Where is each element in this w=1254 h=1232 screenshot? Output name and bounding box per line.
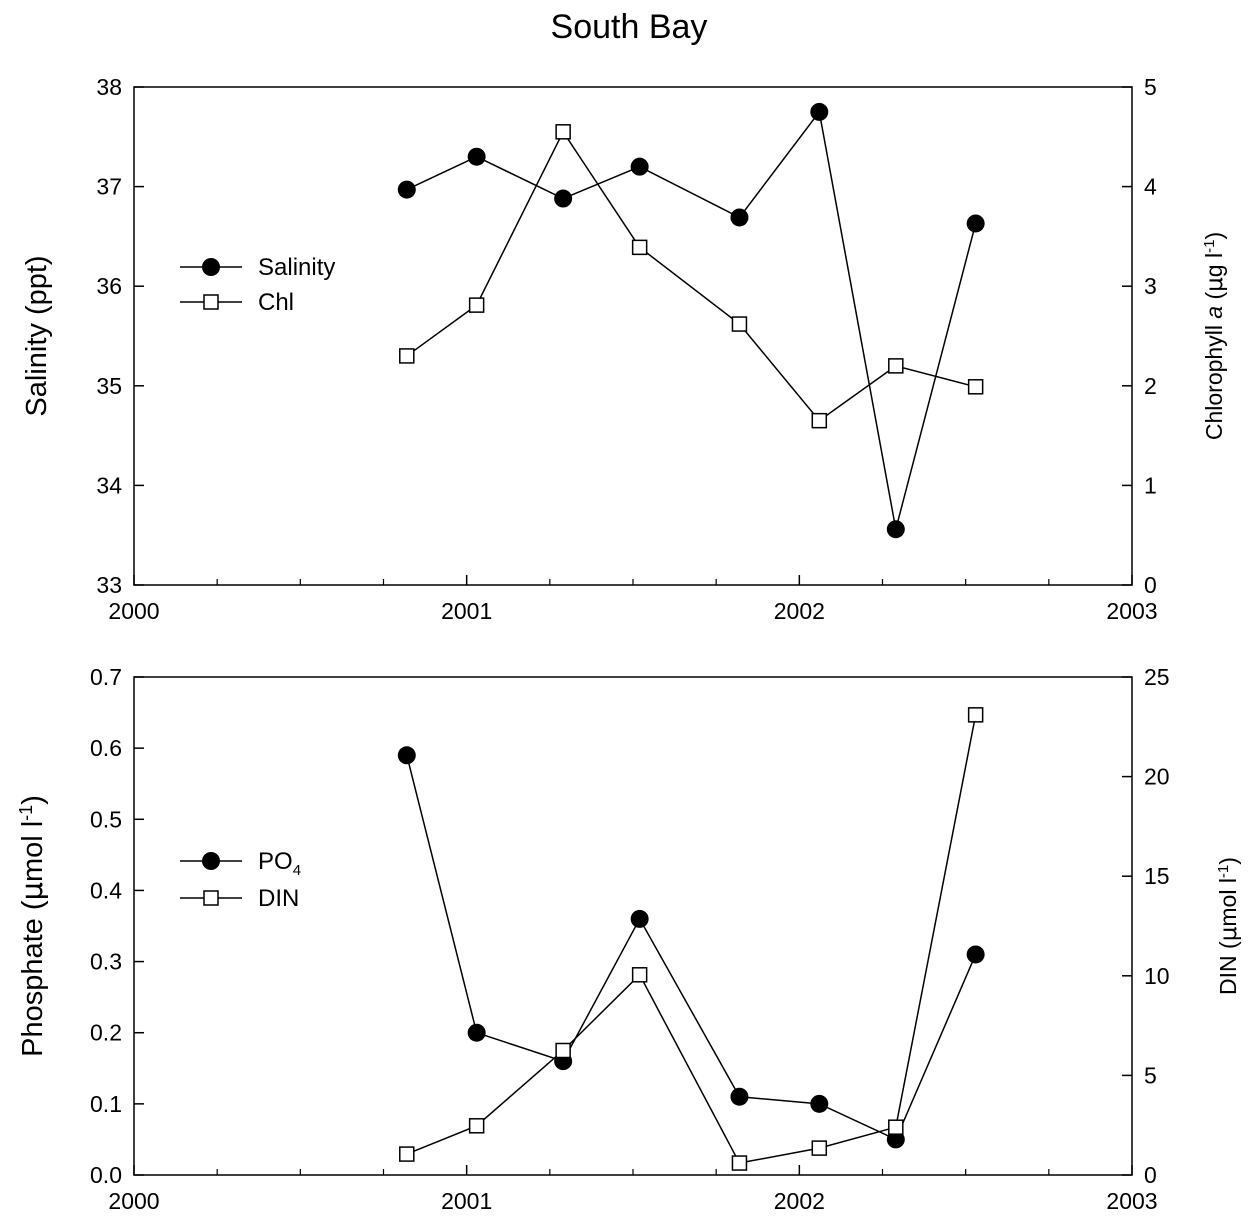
right-tick-label: 10 [1144, 963, 1170, 989]
x-tick-label: 2003 [1106, 598, 1157, 624]
right-tick-label: 1 [1144, 472, 1157, 498]
left-tick-label: 0.0 [90, 1162, 122, 1188]
left-tick-label: 0.2 [90, 1020, 122, 1046]
left-tick-label: 0.3 [90, 949, 122, 975]
right-tick-label: 25 [1144, 664, 1170, 690]
legend-salinity-marker [202, 258, 220, 276]
bottom-panel: 2000 2001 2002 2003 0.00.10.20.30.40.50.60.… [15, 664, 1242, 1214]
right-tick-label: 4 [1144, 174, 1157, 200]
left-tick-label: 0.5 [90, 806, 122, 832]
left-tick-label: 0.4 [90, 877, 122, 903]
legend-salinity-label: Salinity [258, 254, 335, 281]
x-tick-label: 2000 [108, 1188, 159, 1214]
chart-title: South Bay [551, 8, 708, 46]
salinity-point [554, 189, 573, 208]
left-tick-label: 0.6 [90, 735, 122, 761]
left-tick-label: 38 [96, 74, 122, 100]
legend-chl-label: Chl [258, 289, 294, 316]
left-tick-label: 36 [96, 273, 122, 299]
top-series [397, 102, 985, 539]
bottom-legend: PO4 DIN [180, 848, 301, 912]
right-tick-label: 5 [1144, 1062, 1157, 1088]
bottom-x-ticks: 2000 2001 2002 2003 [108, 1165, 1158, 1214]
din-point [555, 1042, 571, 1059]
left-tick-label: 37 [96, 174, 122, 200]
top-legend: Salinity Chl [180, 254, 335, 316]
legend-po4-label: PO4 [258, 848, 301, 879]
salinity-point [630, 157, 649, 176]
left-tick-label: 35 [96, 373, 122, 399]
bottom-plot-frame [133, 676, 1133, 1176]
x-tick-label: 2003 [1106, 1188, 1157, 1214]
salinity-axis-title: Salinity (ppt) [21, 255, 53, 416]
chl-point [631, 239, 648, 256]
right-tick-label: 15 [1144, 863, 1170, 889]
din-point [731, 1155, 748, 1171]
salinity-point [397, 180, 416, 199]
x-tick-label: 2002 [774, 598, 825, 624]
din-point [888, 1119, 904, 1135]
x-tick-label: 2000 [108, 598, 159, 624]
top-x-ticks: 2000 2001 2002 2003 [108, 575, 1158, 624]
right-tick-label: 2 [1144, 373, 1157, 399]
top-left-ticks: 33 34 35 36 37 38 [96, 74, 144, 598]
legend-po4-marker [202, 852, 220, 870]
right-tick-label: 0 [1144, 1162, 1157, 1188]
x-tick-label: 2001 [441, 598, 492, 624]
salinity-point [886, 520, 905, 539]
right-tick-label: 20 [1144, 764, 1170, 790]
chl-point [468, 297, 485, 313]
phosphate-axis-title: Phosphate (μmol l-1) [15, 795, 49, 1057]
right-tick-label: 3 [1144, 273, 1157, 299]
din-axis-title: DIN (μmol l-1) [1215, 857, 1243, 995]
din-point [468, 1118, 485, 1134]
po4-point [630, 909, 649, 928]
legend-din-label: DIN [258, 885, 299, 912]
chl-point [888, 358, 904, 374]
salinity-point [730, 208, 749, 227]
top-right-ticks: 0 1 2 3 4 5 [1122, 74, 1157, 598]
left-tick-label: 33 [96, 572, 122, 598]
din-point [811, 1140, 828, 1156]
po4-point [467, 1023, 486, 1042]
bottom-left-ticks: 0.0 0.1 0.2 0.3 0.4 0.5 0.6 0.7 [90, 664, 144, 1188]
salinity-line [406, 110, 977, 530]
po4-point [966, 945, 985, 964]
legend-din-marker [203, 890, 219, 906]
right-tick-label: 0 [1144, 572, 1157, 598]
x-tick-label: 2002 [774, 1188, 825, 1214]
salinity-point [966, 214, 985, 233]
chl-point [399, 348, 415, 364]
x-tick-label: 2001 [441, 1188, 492, 1214]
chl-line [406, 130, 976, 422]
po4-point [810, 1094, 829, 1113]
right-tick-label: 5 [1144, 74, 1157, 100]
salinity-point [467, 147, 486, 166]
po4-line [406, 755, 977, 1141]
chl-point [967, 379, 984, 395]
left-tick-label: 34 [96, 472, 122, 498]
left-tick-label: 0.1 [90, 1091, 122, 1117]
salinity-point [810, 102, 829, 121]
chlorophyll-axis-title: Chlorophyll a (μg l-1) [1201, 232, 1229, 440]
chl-point [555, 124, 571, 140]
din-point [631, 967, 648, 983]
bottom-right-ticks: 0 5 10 15 20 25 [1122, 664, 1170, 1188]
po4-point [730, 1087, 749, 1106]
left-tick-label: 0.7 [90, 664, 122, 690]
chl-point [811, 412, 828, 429]
din-line [406, 714, 977, 1164]
chl-point [731, 316, 748, 332]
legend-chl-marker [203, 294, 219, 310]
din-point [967, 707, 984, 723]
po4-point [397, 746, 416, 765]
bottom-series [397, 707, 985, 1171]
din-point [399, 1146, 415, 1162]
